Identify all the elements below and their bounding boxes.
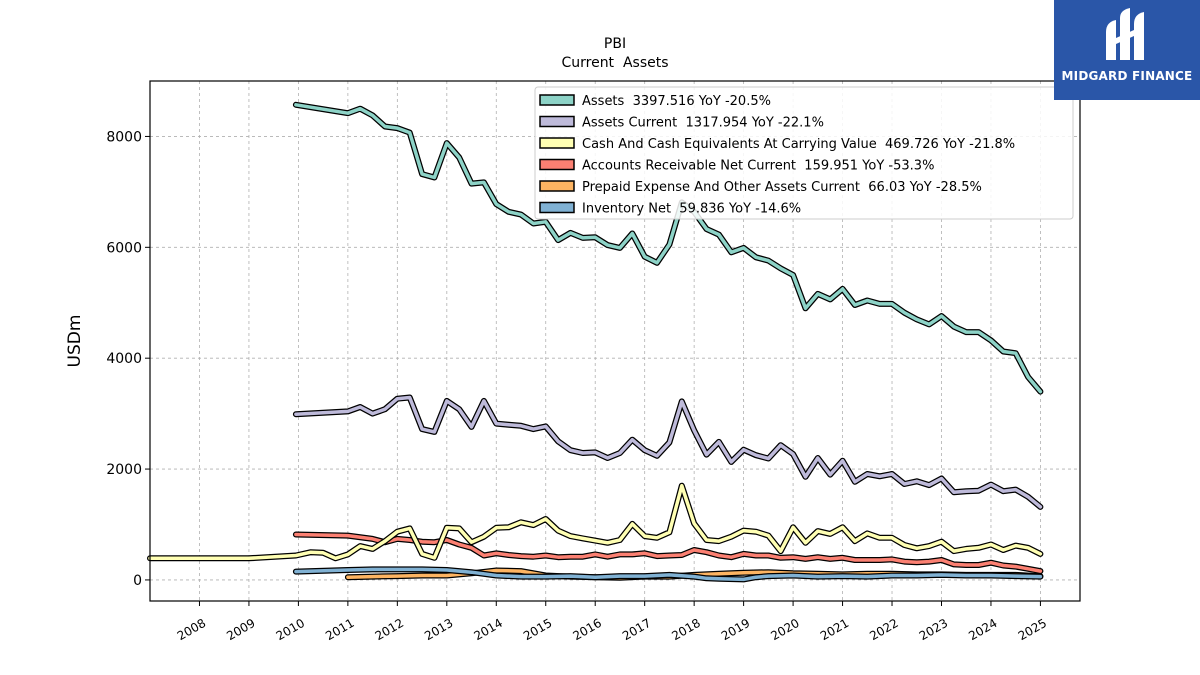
x-axis: 2008 2009 2010 2011 2012 2013 2014 2015 2016 2017… <box>175 601 1049 643</box>
x-tick-label: 2009 <box>224 616 257 643</box>
x-tick-label: 2019 <box>719 616 752 643</box>
logo-text: MIDGARD FINANCE <box>1061 69 1193 83</box>
y-axis-label: USDm <box>65 315 85 368</box>
legend-swatch <box>539 158 575 171</box>
x-tick-label: 2013 <box>422 616 455 643</box>
legend-label: Prepaid Expense And Other Assets Current… <box>582 180 982 195</box>
legend-label: Assets 3397.516 YoY -20.5% <box>582 94 771 109</box>
x-tick-label: 2010 <box>274 616 307 643</box>
y-tick-label: 2000 <box>106 462 142 478</box>
x-tick-label: 2015 <box>521 616 554 643</box>
legend-label: Assets Current 1317.954 YoY -22.1% <box>582 116 824 131</box>
legend-item: Prepaid Expense And Other Assets Current… <box>539 180 982 195</box>
legend-box <box>534 86 1074 220</box>
legend-label: Cash And Cash Equivalents At Carrying Va… <box>582 137 1015 152</box>
legend-item: Inventory Net 59.836 YoY -14.6% <box>539 201 801 217</box>
legend-swatch <box>539 180 575 192</box>
series-path <box>148 483 1043 561</box>
x-tick-label: 2017 <box>620 616 653 643</box>
series-line <box>292 566 1044 583</box>
x-tick-label: 2022 <box>867 616 900 643</box>
x-tick-label: 2011 <box>323 616 356 643</box>
series-path <box>294 395 1043 509</box>
legend-label: Inventory Net 59.836 YoY -14.6% <box>582 202 801 217</box>
midgard-finance-logo: MIDGARD FINANCE <box>1054 0 1200 100</box>
series-path <box>294 567 1043 582</box>
chart-title: PBI <box>604 36 626 52</box>
y-axis: 0 2000 4000 6000 8000 <box>106 129 150 589</box>
x-tick-label: 2016 <box>570 616 603 643</box>
series-line <box>147 482 1044 562</box>
legend-item: Accounts Receivable Net Current 159.951 … <box>539 158 934 174</box>
x-tick-label: 2025 <box>1016 616 1049 643</box>
legend-swatch <box>539 115 575 128</box>
series-line <box>292 531 1044 575</box>
x-tick-label: 2012 <box>373 616 406 643</box>
logo-mark-icon <box>1106 8 1144 60</box>
x-tick-label: 2018 <box>669 616 702 643</box>
legend: Assets 3397.516 YoY -20.5% Assets Current… <box>534 86 1074 220</box>
series-outline <box>292 394 1044 510</box>
y-tick-label: 0 <box>133 573 142 589</box>
x-tick-label: 2021 <box>818 616 851 643</box>
x-tick-label: 2020 <box>768 616 801 643</box>
x-tick-label: 2023 <box>917 616 950 643</box>
y-tick-label: 4000 <box>106 351 142 367</box>
legend-item: Assets 3397.516 YoY -20.5% <box>539 94 771 109</box>
legend-item: Cash And Cash Equivalents At Carrying Va… <box>539 137 1015 152</box>
x-tick-label: 2024 <box>966 616 999 643</box>
y-tick-label: 8000 <box>106 129 142 145</box>
series-line <box>292 394 1044 510</box>
series-path <box>294 532 1043 573</box>
legend-swatch <box>539 201 575 214</box>
legend-swatch <box>539 137 575 149</box>
plot-frame <box>149 80 1081 602</box>
x-tick-label: 2008 <box>175 616 208 643</box>
chart-subtitle: Current Assets <box>561 55 668 71</box>
x-tick-label: 2014 <box>472 616 505 643</box>
legend-swatch <box>539 94 575 106</box>
y-tick-label: 6000 <box>106 240 142 256</box>
legend-item: Assets Current 1317.954 YoY -22.1% <box>539 115 824 131</box>
series-layer <box>147 101 1044 583</box>
legend-label: Accounts Receivable Net Current 159.951 … <box>582 159 934 174</box>
